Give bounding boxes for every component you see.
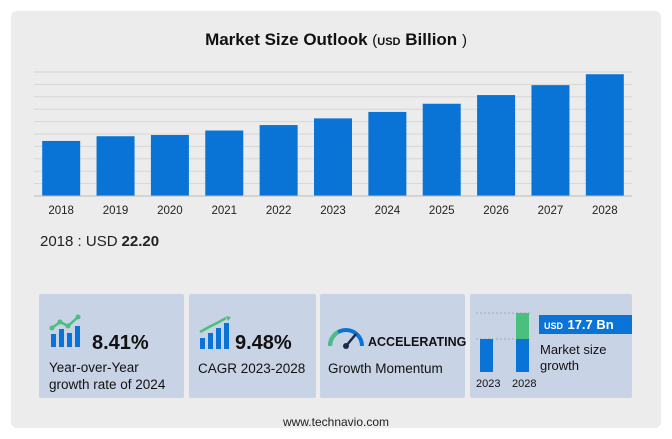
growth-label-line2: growth (540, 358, 580, 373)
yoy-label-line2: growth rate of 2024 (49, 377, 166, 392)
bar-2025 (422, 103, 461, 196)
card-momentum: ACCELERATING Growth Momentum (320, 294, 467, 398)
x-tick-2020: 2020 (157, 205, 183, 217)
growth-bar-2023 (480, 339, 493, 372)
footer-url: www.technavio.com (282, 415, 390, 429)
bar-2018 (42, 140, 81, 196)
bar-2026 (477, 95, 516, 196)
bar-2024 (368, 111, 407, 196)
x-tick-2027: 2027 (538, 205, 564, 217)
growth-label-line1: Market size (540, 342, 607, 357)
yoy-value: 8.41% (92, 332, 149, 354)
x-tick-2025: 2025 (429, 205, 455, 217)
growth-year-a: 2023 (476, 378, 501, 390)
chart-title-main: Market Size Outlook (205, 30, 368, 49)
growth-badge-value: 17.7 Bn (567, 317, 614, 332)
bar-2021 (205, 130, 244, 196)
growth-badge (539, 315, 632, 334)
x-tick-2019: 2019 (103, 205, 129, 217)
x-tick-2024: 2024 (375, 205, 401, 217)
x-tick-2021: 2021 (211, 205, 237, 217)
bar-2022 (259, 125, 298, 196)
bar-2028 (585, 74, 624, 196)
momentum-value: ACCELERATING (368, 335, 467, 349)
chart-title-paren-close: ) (461, 32, 467, 49)
base-year-value: 22.20 (121, 233, 160, 250)
yoy-label-line1: Year-over-Year (49, 360, 139, 375)
speedometer-icon (327, 328, 364, 349)
bar-2027 (531, 85, 570, 196)
cagr-label: CAGR 2023-2028 (198, 361, 306, 376)
x-tick-2028: 2028 (592, 205, 618, 217)
chart-title-paren-open: ( (372, 32, 378, 49)
growth-bar-2028-base (516, 339, 529, 372)
momentum-label: Growth Momentum (328, 361, 443, 376)
cagr-value: 9.48% (235, 332, 292, 354)
chart-title-unit: Billion (405, 30, 458, 49)
chart-bars (42, 74, 624, 196)
card-cagr: 9.48% CAGR 2023-2028 (189, 294, 316, 398)
chart-title: Market Size Outlook (USD Billion ) (0, 30, 672, 50)
bar-2019 (96, 136, 135, 196)
x-tick-2018: 2018 (48, 205, 74, 217)
chart-x-ticks: 2018 2019 2020 2021 2022 2023 2024 2025 2026 2027… (48, 205, 617, 217)
growth-badge-text: USD 17.7 Bn (544, 316, 614, 334)
card-yoy: 8.41% Year-over-Year growth rate of 2024 (39, 294, 184, 398)
bar-2020 (150, 134, 189, 196)
growth-mini-chart (476, 312, 632, 372)
growth-bar-2028-increment (516, 313, 529, 339)
chart-title-unit-small: USD (377, 36, 401, 48)
x-tick-2026: 2026 (483, 205, 509, 217)
growth-year-b: 2028 (512, 378, 537, 390)
bar-2023 (314, 118, 352, 196)
rising-bars-icon (49, 314, 81, 347)
card-growth: USD 17.7 Bn Market size growth 2023 2028 (470, 294, 632, 398)
bar-chart: 2018 2019 2020 2021 2022 2023 2024 2025 2026 2027… (34, 71, 632, 217)
x-tick-2023: 2023 (320, 205, 346, 217)
growth-badge-small: USD (544, 321, 564, 331)
x-tick-2022: 2022 (266, 205, 292, 217)
base-year-stat: 2018 : USD 22.20 (40, 233, 159, 250)
base-year-label: 2018 : USD (40, 233, 118, 250)
growth-chart-icon (199, 316, 231, 349)
